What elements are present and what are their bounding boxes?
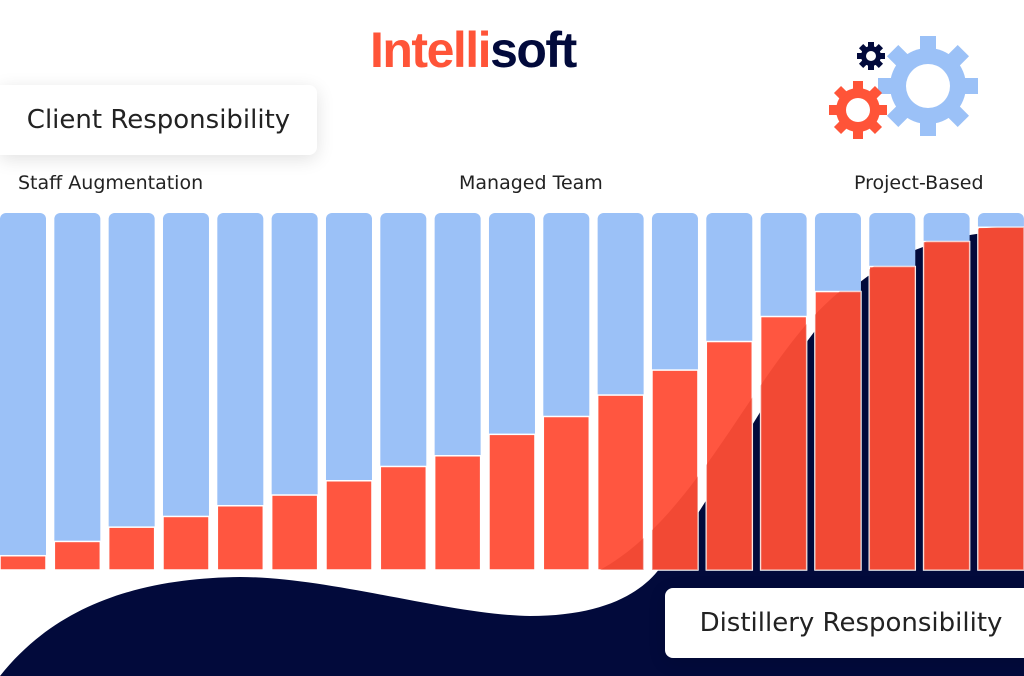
bar-client-segment xyxy=(271,213,318,570)
bar-client-segment xyxy=(162,213,209,570)
category-managed-team: Managed Team xyxy=(459,172,603,194)
bar-distillery-segment xyxy=(814,290,862,571)
legend-distillery: Distillery Responsibility xyxy=(699,608,1003,638)
legend-client: Client Responsibility xyxy=(26,105,291,135)
bar-distillery-segment xyxy=(270,494,319,571)
bar-distillery-segment xyxy=(922,240,971,571)
bar-client-segment xyxy=(108,213,155,570)
bar-distillery-segment xyxy=(488,433,536,571)
bar-client-segment xyxy=(54,213,101,570)
bar-distillery-segment xyxy=(325,480,373,571)
bar-distillery-segment xyxy=(379,465,428,571)
bar-distillery-segment xyxy=(542,415,591,571)
bar-distillery-segment xyxy=(162,515,210,571)
bar-distillery-segment xyxy=(0,554,47,571)
bar-client-segment xyxy=(217,213,264,570)
bar-distillery-segment xyxy=(107,526,156,571)
category-staff-augmentation: Staff Augmentation xyxy=(18,172,204,194)
bar-distillery-segment xyxy=(433,455,482,571)
client-responsibility-label: Client Responsibility xyxy=(0,85,317,155)
gears-illustration xyxy=(829,36,978,139)
intellisoft-logo: Intellisoft xyxy=(370,22,577,78)
category-project-based: Project-Based xyxy=(854,172,984,194)
bar-distillery-segment xyxy=(216,504,265,571)
gear-red-icon xyxy=(829,81,887,139)
bar-distillery-segment xyxy=(651,369,699,571)
distillery-responsibility-label: Distillery Responsibility xyxy=(665,588,1024,658)
bar-distillery-segment xyxy=(705,340,754,571)
gear-navy-icon xyxy=(857,42,885,70)
bar-distillery-segment xyxy=(759,315,808,571)
bar-distillery-segment xyxy=(868,265,917,571)
bar-distillery-segment xyxy=(53,540,102,571)
bar-distillery-segment xyxy=(596,394,645,571)
bars-group xyxy=(0,213,1024,571)
bar-client-segment xyxy=(0,213,46,570)
gear-blue-icon xyxy=(878,36,978,136)
